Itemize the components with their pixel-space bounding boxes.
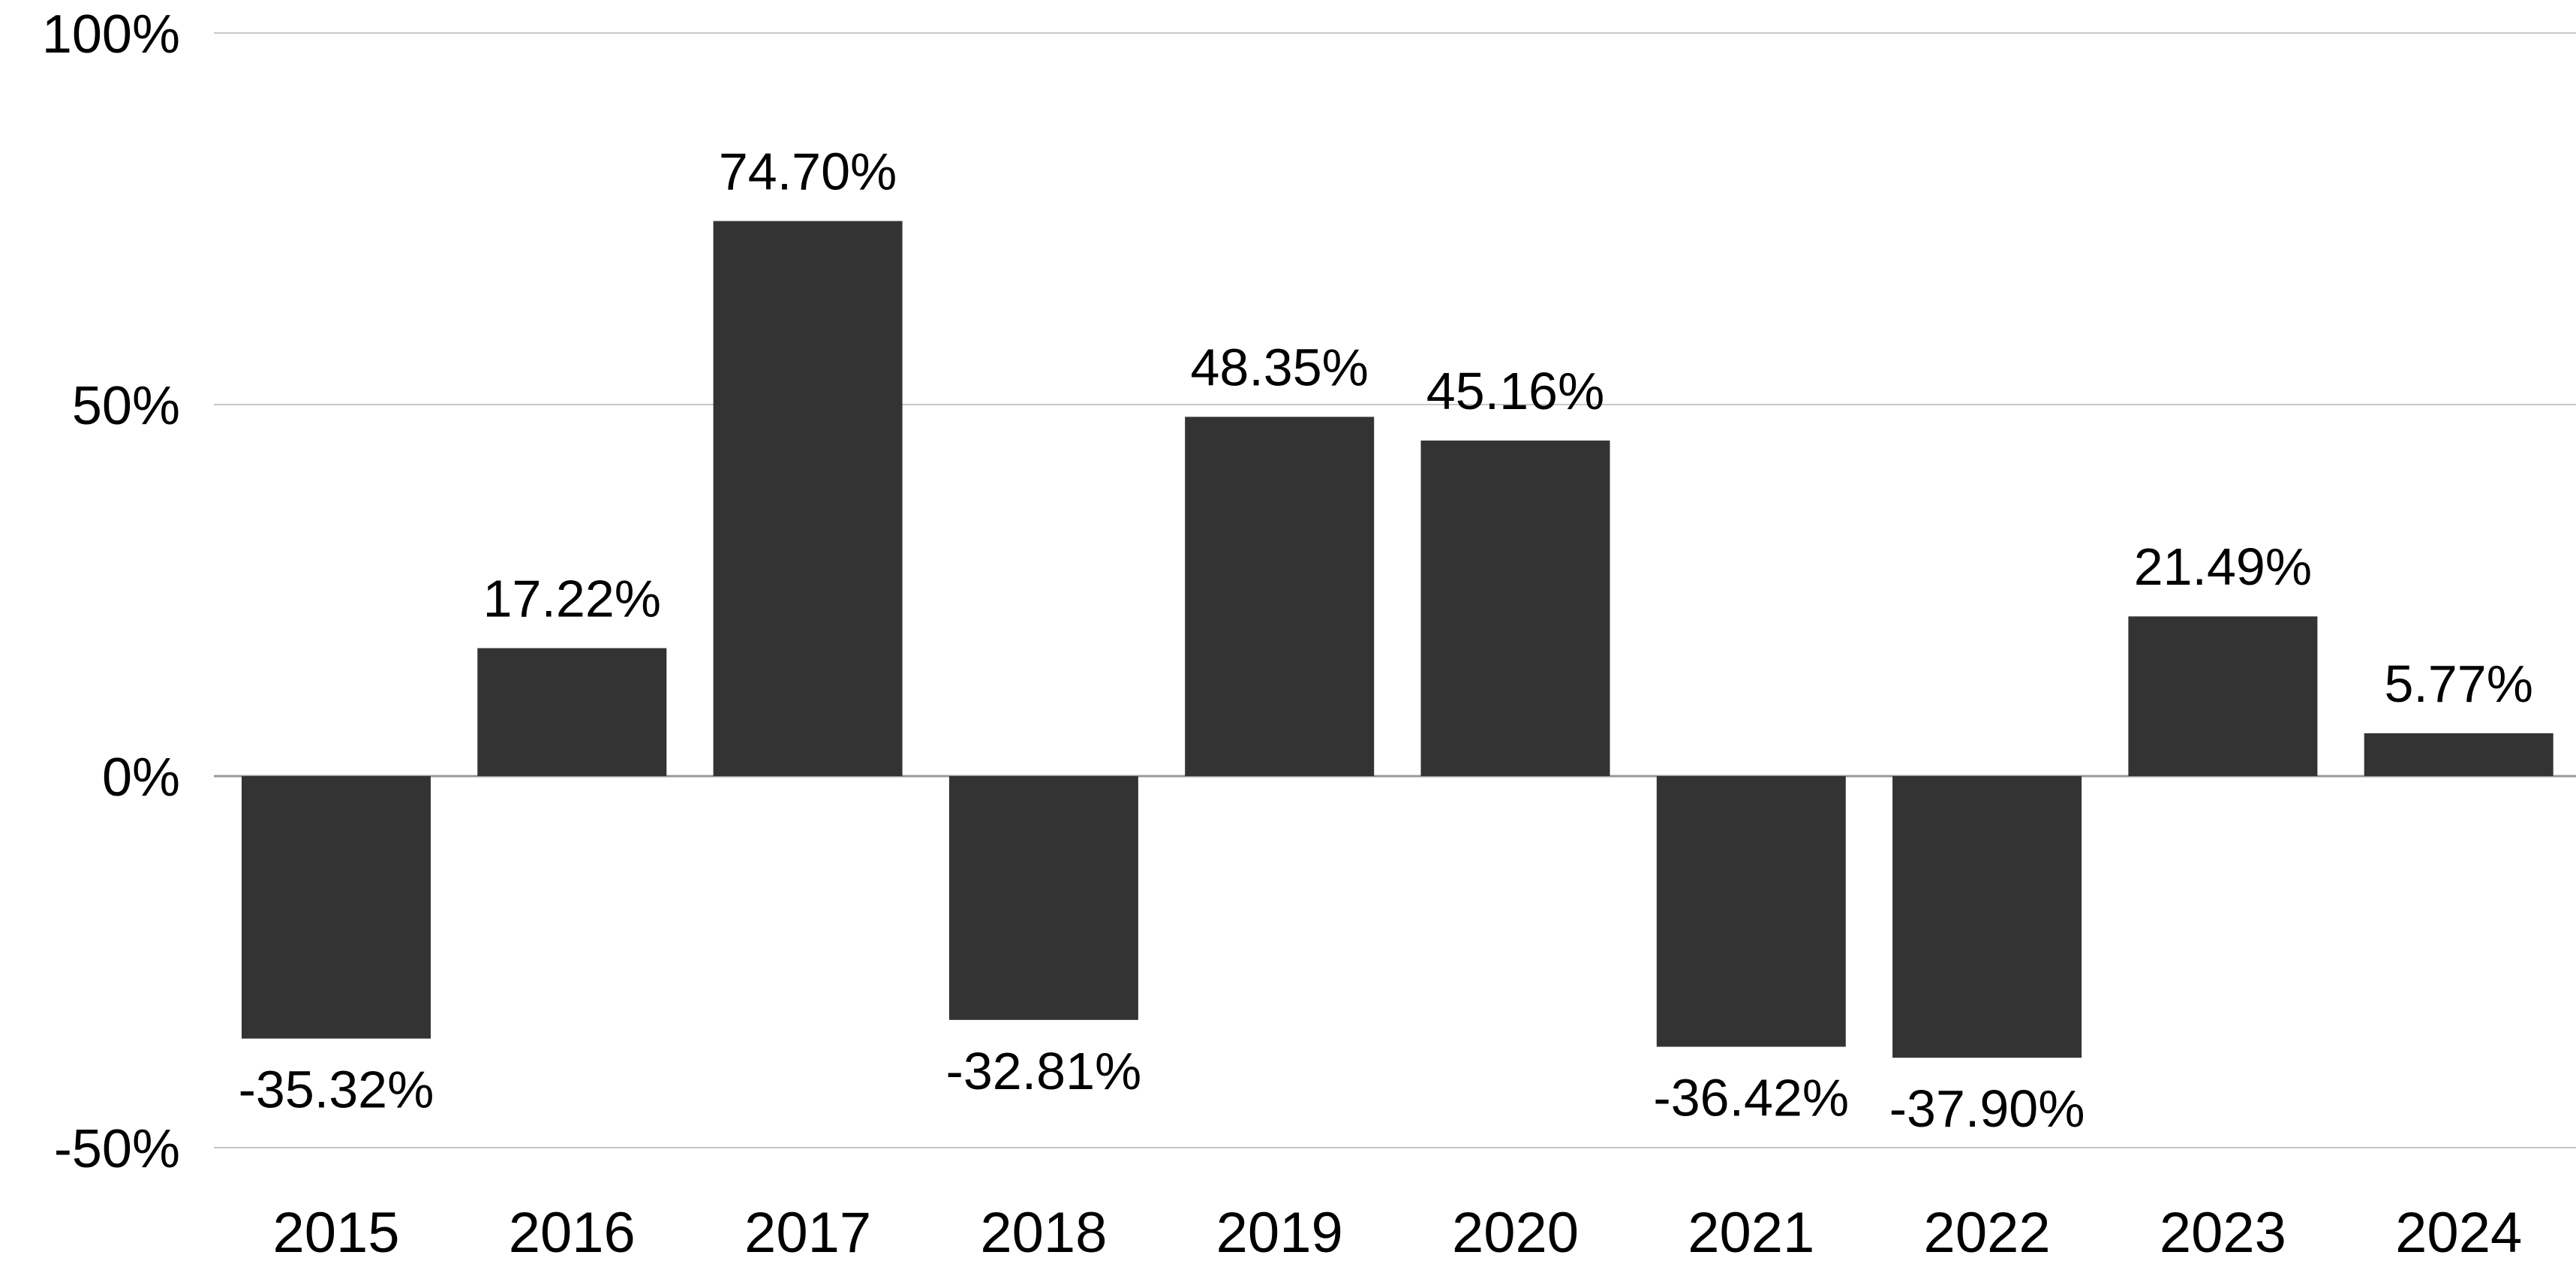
data-labels: -35.32% 17.22% 74.70% -32.81% 48.35% 45.16% -3… xyxy=(239,142,2533,1138)
bars xyxy=(242,221,2553,1058)
x-category-label-2016: 2016 xyxy=(509,1201,636,1265)
data-label-2021: -36.42% xyxy=(1653,1069,1849,1127)
bar-2019 xyxy=(1185,417,1375,776)
y-axis-tick-labels: 100% 50% 0% -50% xyxy=(42,5,180,1179)
x-category-label-2018: 2018 xyxy=(980,1201,1107,1265)
x-category-label-2023: 2023 xyxy=(2160,1201,2286,1265)
data-label-2022: -37.90% xyxy=(1889,1079,2085,1138)
x-category-label-2019: 2019 xyxy=(1216,1201,1343,1265)
y-tick-label: 0% xyxy=(102,748,180,808)
data-label-2020: 45.16% xyxy=(1426,362,1604,420)
data-label-2017: 74.70% xyxy=(719,142,897,200)
y-tick-label: 100% xyxy=(42,5,180,65)
x-category-label-2017: 2017 xyxy=(744,1201,871,1265)
bar-2023 xyxy=(2128,616,2318,776)
bar-2015 xyxy=(242,776,431,1039)
bar-2018 xyxy=(948,776,1138,1020)
x-axis-category-labels: 2015 2016 2017 2018 2019 2020 2021 2022 2023 2024 xyxy=(272,1201,2522,1265)
x-category-label-2021: 2021 xyxy=(1688,1201,1814,1265)
x-category-label-2015: 2015 xyxy=(272,1201,399,1265)
bar-2017 xyxy=(713,221,903,777)
y-tick-label: 50% xyxy=(72,376,180,436)
bar-2022 xyxy=(1892,776,2082,1058)
bar-2020 xyxy=(1420,440,1610,776)
bar-2021 xyxy=(1656,776,1846,1047)
x-category-label-2020: 2020 xyxy=(1452,1201,1579,1265)
x-category-label-2022: 2022 xyxy=(1924,1201,2051,1265)
bar-2024 xyxy=(2364,733,2553,776)
data-label-2023: 21.49% xyxy=(2134,537,2312,596)
x-category-label-2024: 2024 xyxy=(2395,1201,2522,1265)
data-label-2016: 17.22% xyxy=(483,570,661,628)
data-label-2019: 48.35% xyxy=(1190,338,1368,396)
data-label-2024: 5.77% xyxy=(2384,655,2532,713)
data-label-2015: -35.32% xyxy=(239,1061,434,1119)
y-tick-label: -50% xyxy=(54,1119,180,1179)
data-label-2018: -32.81% xyxy=(946,1042,1142,1100)
bar-2016 xyxy=(477,648,667,776)
